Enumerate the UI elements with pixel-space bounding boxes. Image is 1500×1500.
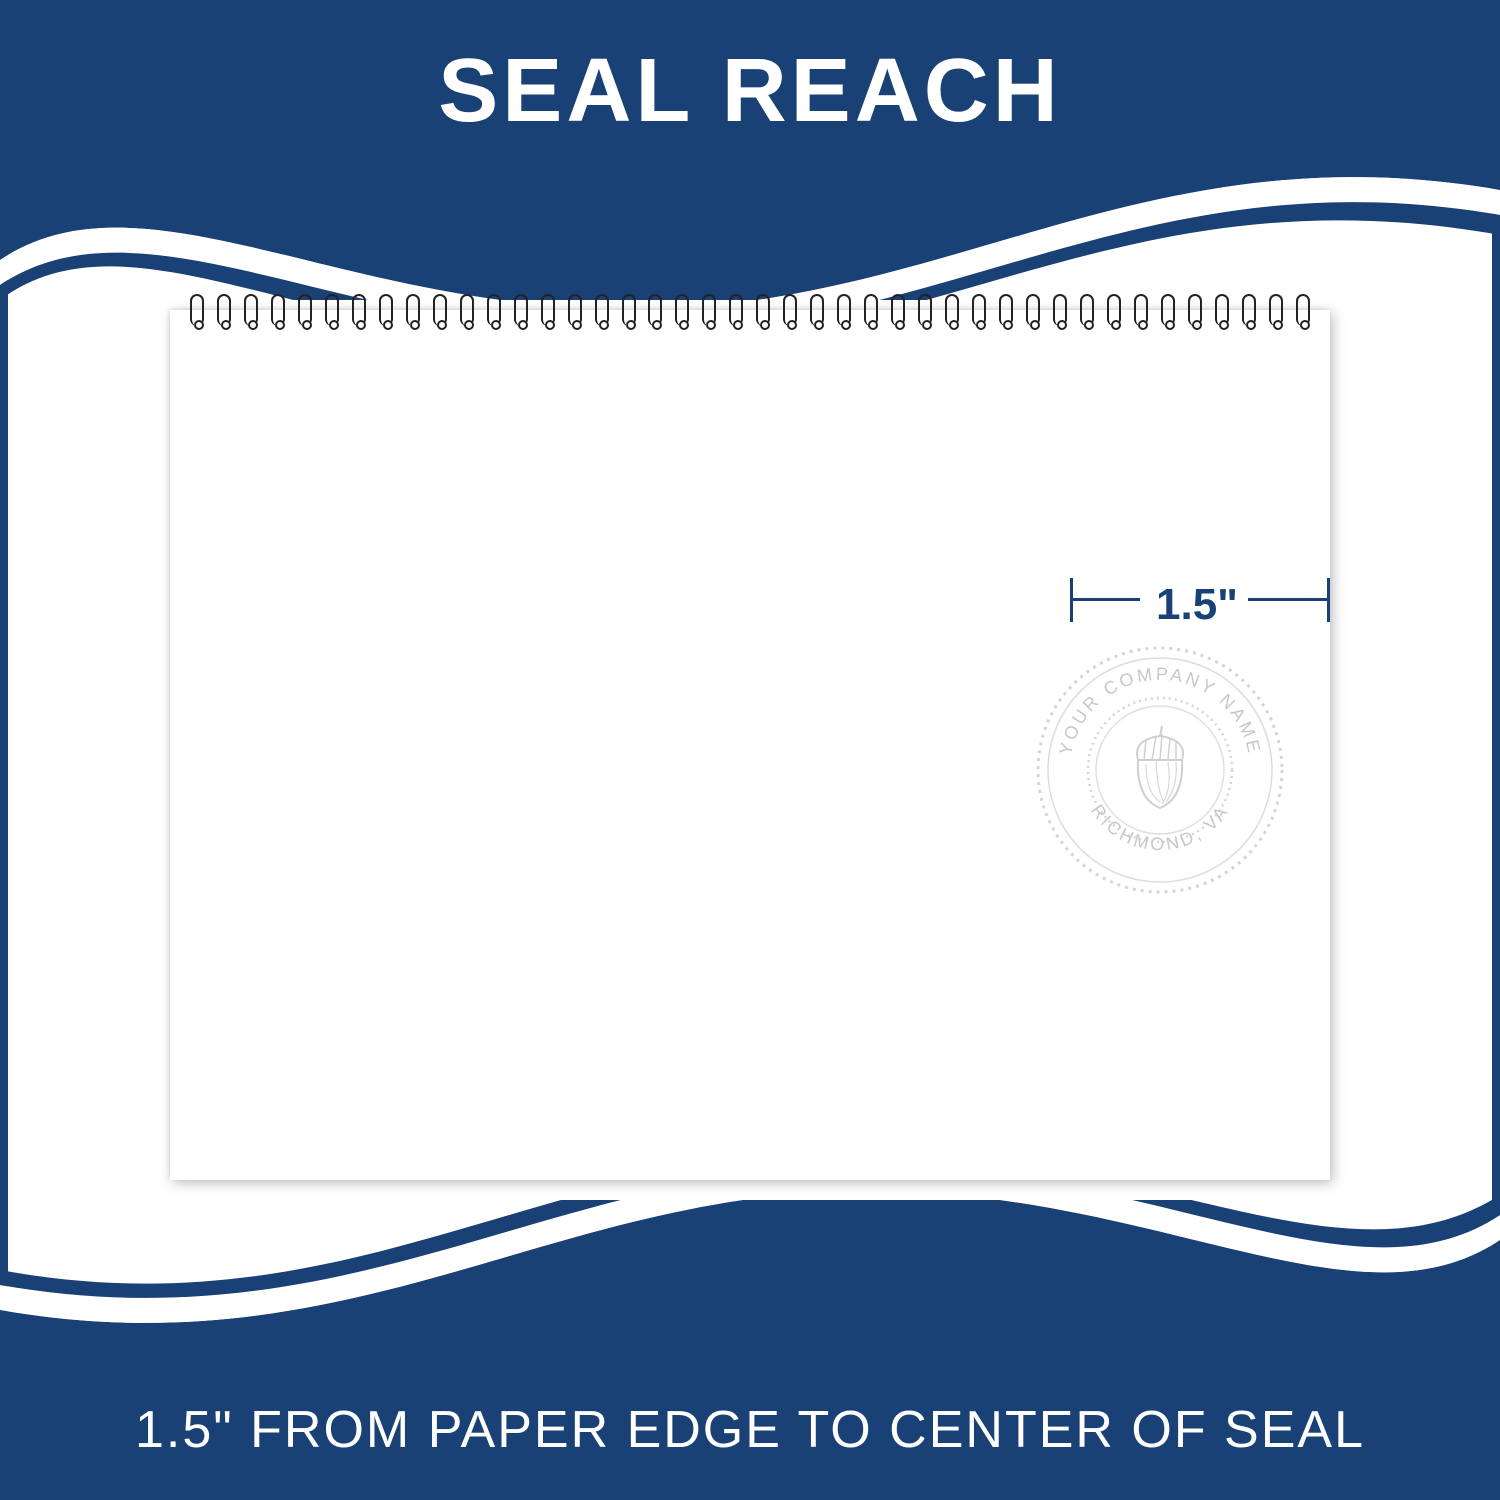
spiral-ring [972, 294, 986, 326]
seal-top-text: YOUR COMPANY NAME [1055, 664, 1265, 757]
measure-line-right [1248, 598, 1328, 601]
spiral-ring [244, 294, 258, 326]
page-subtitle: 1.5" FROM PAPER EDGE TO CENTER OF SEAL [0, 1400, 1500, 1460]
spiral-ring [945, 294, 959, 326]
spiral-ring [1026, 294, 1040, 326]
spiral-binding [190, 294, 1310, 334]
spiral-ring [648, 294, 662, 326]
spiral-ring [810, 294, 824, 326]
measure-label: 1.5" [1148, 580, 1246, 630]
spiral-ring [864, 294, 878, 326]
spiral-ring [1053, 294, 1067, 326]
spiral-ring [352, 294, 366, 326]
spiral-ring [1107, 294, 1121, 326]
svg-text:YOUR COMPANY NAME: YOUR COMPANY NAME [1055, 664, 1265, 757]
spiral-ring [1080, 294, 1094, 326]
page-title: SEAL REACH [0, 40, 1500, 143]
spiral-ring [1161, 294, 1175, 326]
spiral-ring [379, 294, 393, 326]
spiral-ring [783, 294, 797, 326]
spiral-ring [514, 294, 528, 326]
spiral-ring [217, 294, 231, 326]
spiral-ring [298, 294, 312, 326]
spiral-ring [541, 294, 555, 326]
spiral-ring [999, 294, 1013, 326]
spiral-ring [702, 294, 716, 326]
spiral-ring [568, 294, 582, 326]
spiral-ring [729, 294, 743, 326]
spiral-ring [1188, 294, 1202, 326]
spiral-ring [325, 294, 339, 326]
spiral-ring [1269, 294, 1283, 326]
measure-line-left [1070, 598, 1140, 601]
spiral-ring [675, 294, 689, 326]
spiral-ring [271, 294, 285, 326]
acorn-icon [1137, 726, 1183, 808]
spiral-ring [433, 294, 447, 326]
spiral-ring [406, 294, 420, 326]
measurement-indicator: 1.5" [1070, 570, 1330, 630]
spiral-ring [1296, 294, 1310, 326]
spiral-ring [190, 294, 204, 326]
spiral-ring [595, 294, 609, 326]
spiral-ring [1134, 294, 1148, 326]
embossed-seal: YOUR COMPANY NAME RICHMOND, VA [1030, 640, 1290, 900]
spiral-ring [487, 294, 501, 326]
spiral-ring [1242, 294, 1256, 326]
measure-cap-right [1327, 578, 1330, 622]
spiral-ring [837, 294, 851, 326]
spiral-ring [918, 294, 932, 326]
spiral-ring [756, 294, 770, 326]
spiral-ring [1215, 294, 1229, 326]
spiral-ring [460, 294, 474, 326]
spiral-ring [891, 294, 905, 326]
spiral-ring [622, 294, 636, 326]
